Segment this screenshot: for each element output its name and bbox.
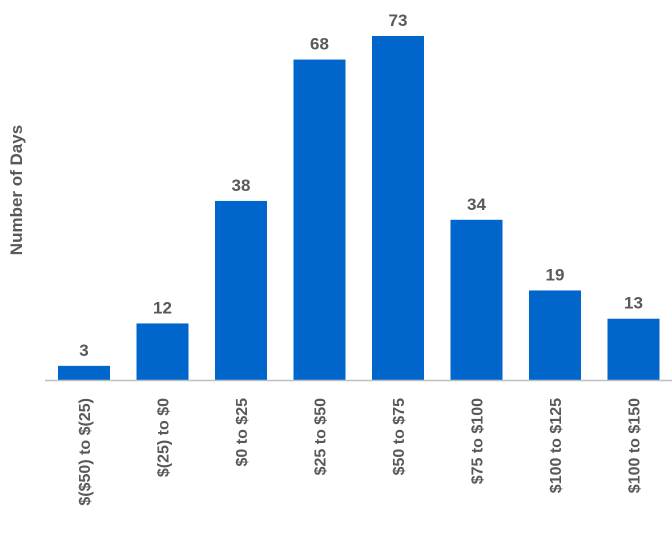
data-label: 68 xyxy=(310,35,329,54)
data-label: 34 xyxy=(467,195,486,214)
bar xyxy=(450,219,503,380)
data-label: 38 xyxy=(232,176,251,195)
bar xyxy=(607,318,660,380)
data-label: 19 xyxy=(546,265,565,284)
x-tick-label: $50 to $75 xyxy=(391,398,408,475)
x-tick-label: $25 to $50 xyxy=(313,398,330,475)
x-tick-label: $($50) to $(25) xyxy=(77,398,94,506)
data-label: 73 xyxy=(389,11,408,30)
bar xyxy=(215,200,267,380)
x-tick-label: $(25) to $0 xyxy=(156,398,173,477)
y-axis-label: Number of Days xyxy=(7,125,26,255)
data-label: 3 xyxy=(79,341,88,360)
x-tick-label: $100 to $125 xyxy=(548,398,565,493)
bar xyxy=(293,59,346,380)
data-label: 12 xyxy=(153,298,172,317)
data-label: 13 xyxy=(624,294,643,313)
bar xyxy=(529,290,581,380)
x-tick-label: $0 to $25 xyxy=(234,398,251,467)
bar xyxy=(136,323,189,380)
x-tick-label: $100 to $150 xyxy=(627,398,644,493)
bar xyxy=(372,36,424,380)
x-tick-label: $75 to $100 xyxy=(470,398,487,484)
bar xyxy=(58,365,110,380)
